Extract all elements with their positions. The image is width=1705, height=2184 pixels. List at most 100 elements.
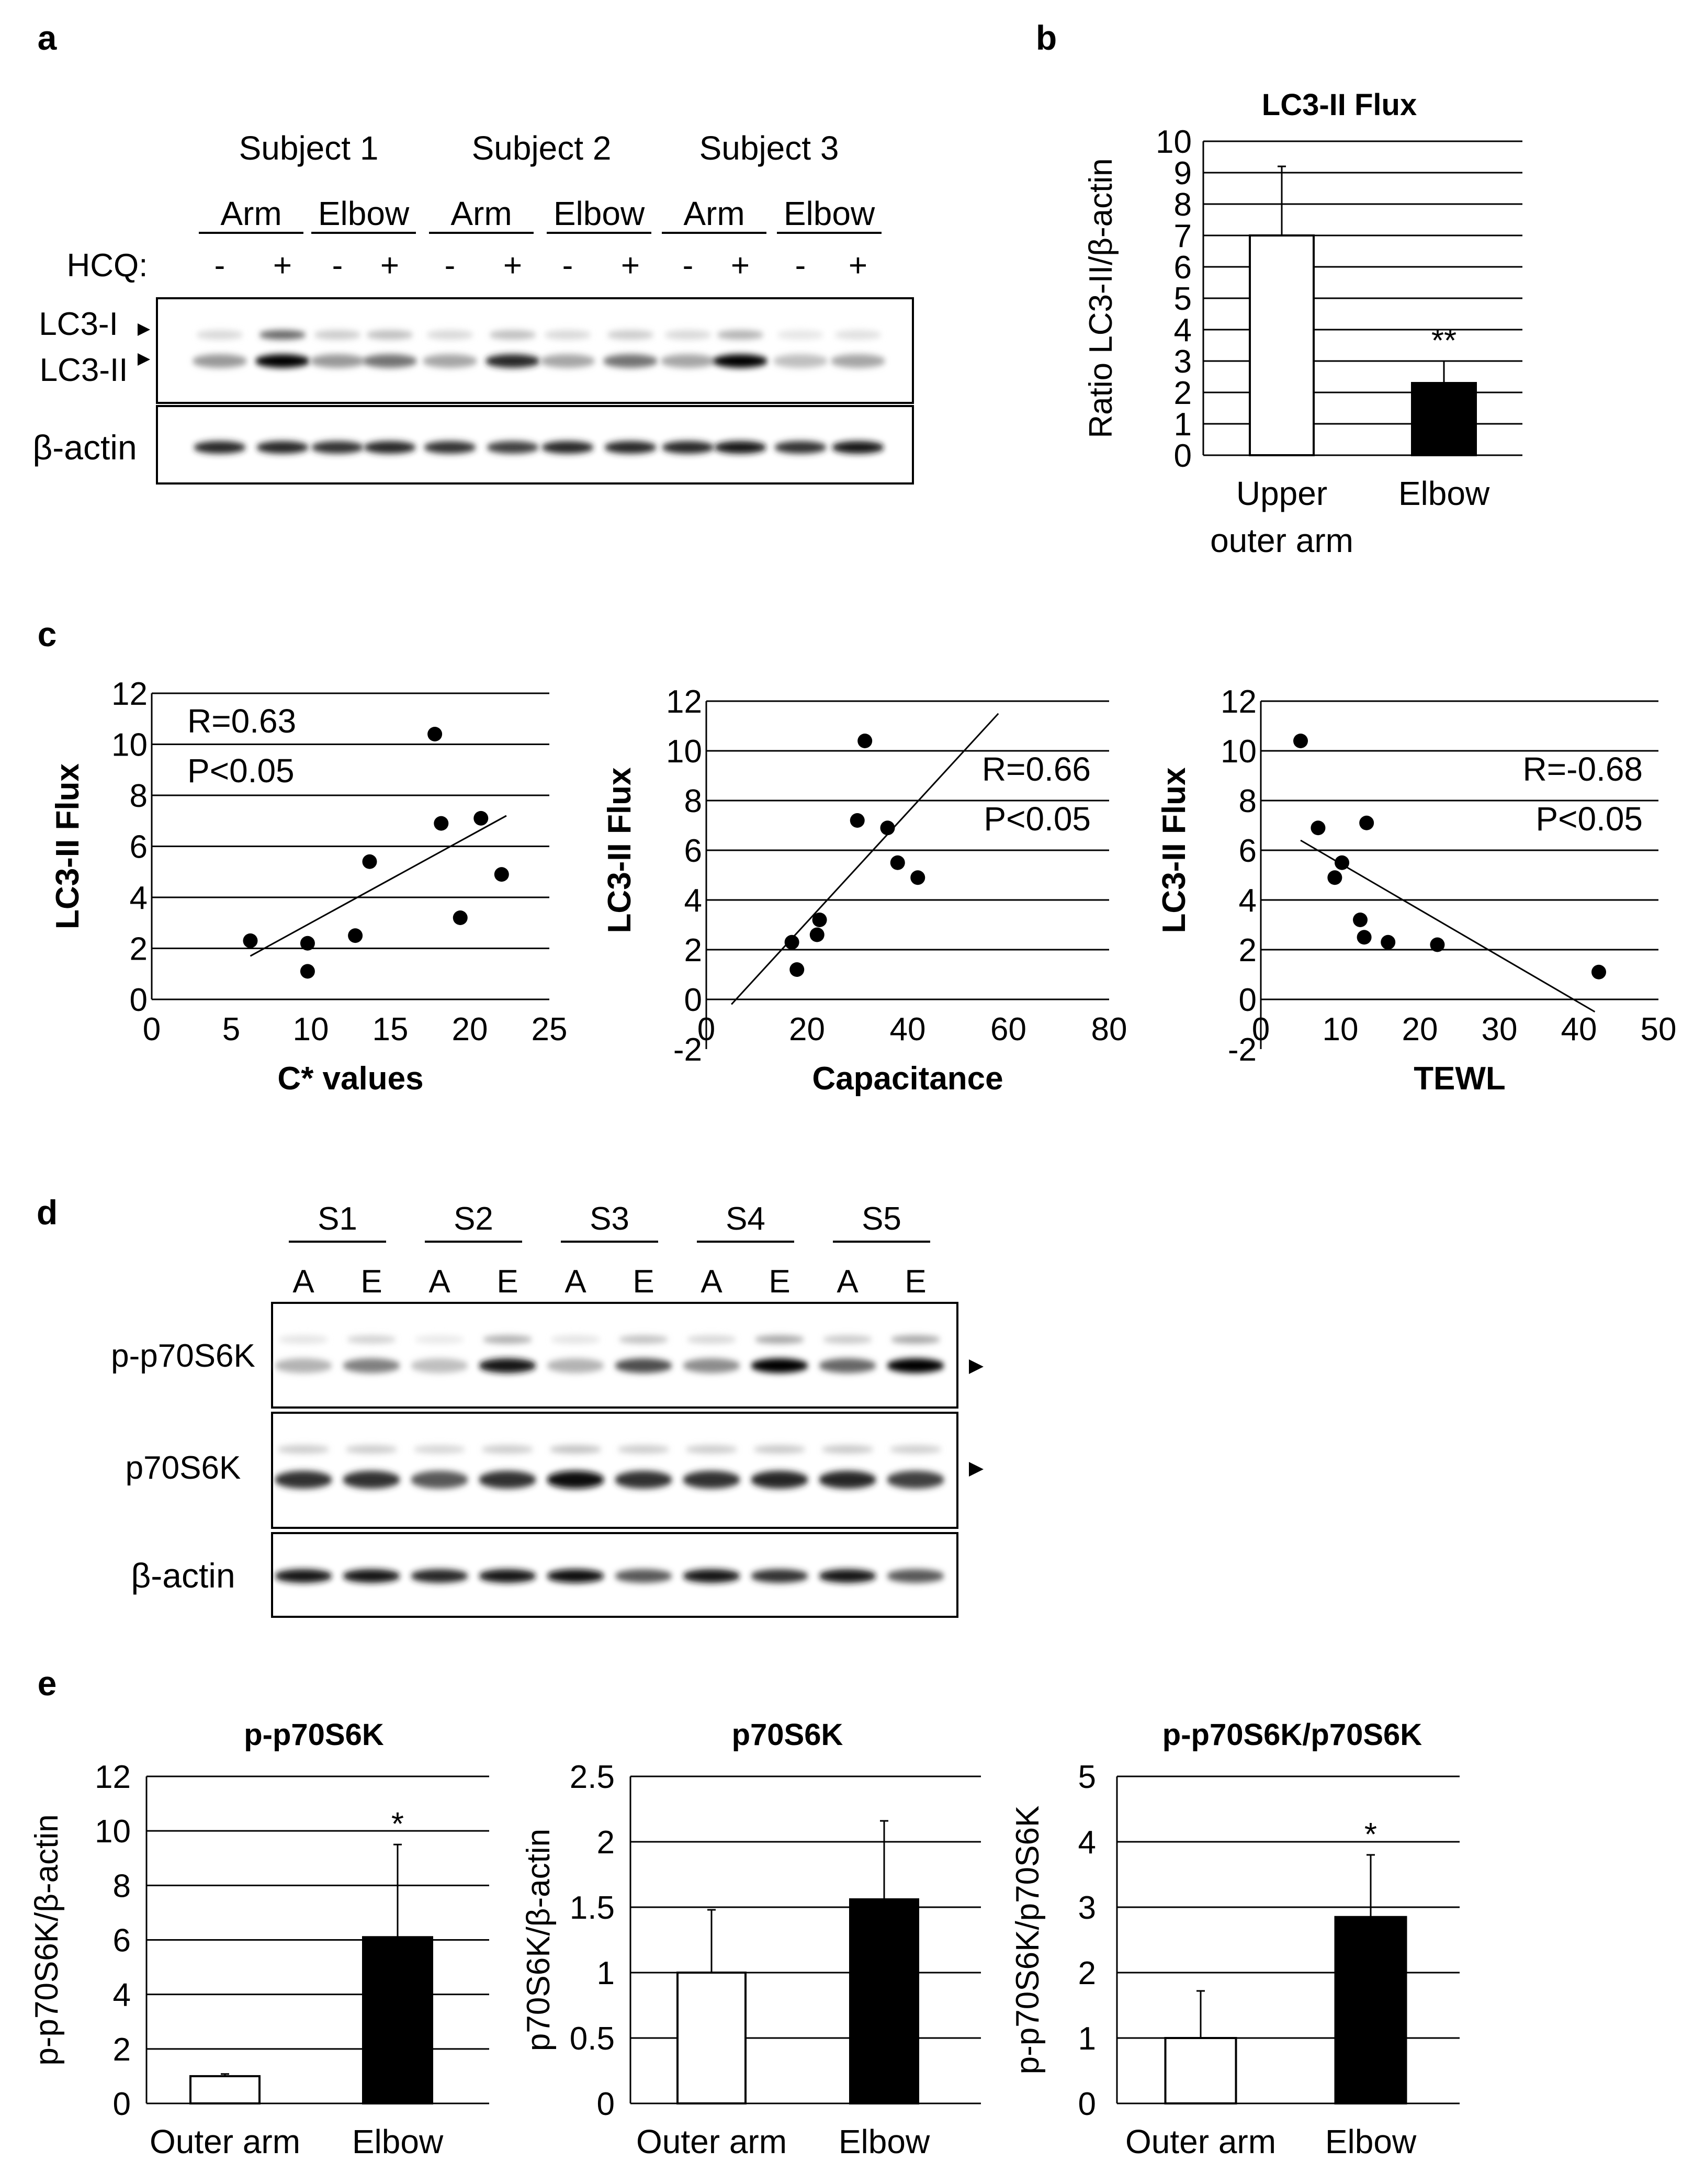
treatment-mark: + [731, 247, 750, 284]
data-point [243, 933, 258, 948]
y-tick-label: 12 [1221, 684, 1257, 720]
pp70-upper-band [550, 1335, 601, 1344]
pp70-band [615, 1358, 672, 1373]
pp70-band [411, 1358, 468, 1373]
y-tick-label: 8 [684, 783, 702, 819]
pp70-blot [271, 1302, 958, 1409]
lane-label: A [428, 1264, 450, 1300]
x-tick-label: 60 [990, 1011, 1026, 1048]
chart-title: p-p70S6K [244, 1718, 384, 1752]
p70-band [547, 1471, 604, 1489]
p70-upper-band [685, 1445, 738, 1454]
pp70-upper-band [346, 1335, 397, 1344]
x-tick-label: 15 [372, 1011, 409, 1048]
lane-label: A [837, 1264, 859, 1300]
site-label: Arm [220, 195, 281, 232]
x-category-label: Elbow [1325, 2123, 1417, 2160]
p70-band [411, 1471, 468, 1489]
lc3i-band [664, 330, 712, 340]
y-tick-label: 2.5 [570, 1759, 615, 1795]
data-point [857, 734, 873, 748]
y-tick-label: 5 [1078, 1759, 1096, 1795]
x-category-label: Elbow [839, 2123, 930, 2160]
p70-band [275, 1471, 332, 1489]
x-axis-label: C* values [277, 1061, 423, 1097]
y-tick-label: 9 [1174, 155, 1192, 192]
y-axis-label: LC3-II Flux [602, 767, 638, 933]
panel-label-c: c [38, 615, 57, 654]
actin-band [256, 441, 309, 454]
y-tick-label: 10 [1156, 124, 1192, 160]
x-category-label: Outer arm [636, 2123, 787, 2160]
lc3ii-band [192, 354, 247, 368]
lc3ii-band [830, 354, 886, 368]
y-axis-label: LC3-II Flux [50, 763, 86, 929]
site-label: Elbow [784, 195, 875, 232]
x-category-label: outer arm [1210, 522, 1353, 559]
subject-label: S5 [862, 1201, 901, 1237]
lc3ii-band [485, 354, 540, 368]
data-point [880, 820, 895, 836]
treatment-mark: + [503, 247, 522, 284]
actin-band [714, 441, 766, 454]
y-tick-label: 6 [1239, 833, 1257, 869]
x-tick-label: 20 [452, 1011, 488, 1048]
y-tick-label: 10 [95, 1814, 131, 1850]
p70-upper-band [413, 1445, 466, 1454]
x-tick-label: 0 [697, 1011, 715, 1048]
p70-band [343, 1471, 400, 1489]
data-point [910, 870, 925, 885]
lc3ii-band [713, 354, 768, 368]
lc3ii-band [362, 354, 417, 368]
treatment-mark: + [849, 247, 867, 284]
pp70-upper-band [890, 1335, 941, 1344]
lane-label: E [496, 1264, 518, 1300]
treatment-mark: + [380, 247, 399, 284]
x-category-label: Elbow [352, 2123, 444, 2160]
row-label-lc3i: LC3-I [39, 306, 118, 342]
p70-band [819, 1471, 876, 1489]
y-tick-label: 10 [666, 734, 702, 770]
data-point [1327, 870, 1342, 885]
pp70-band [887, 1358, 944, 1373]
bar [1411, 382, 1477, 456]
lc3ii-band [255, 354, 310, 368]
panel-label-b: b [1036, 18, 1057, 57]
actin-band [751, 1569, 808, 1583]
lane-label: A [564, 1264, 586, 1300]
chart-title: p70S6K [732, 1718, 843, 1752]
y-tick-label: 0 [684, 982, 702, 1018]
site-label: Elbow [318, 195, 410, 232]
pp70-upper-band [618, 1335, 669, 1344]
y-tick-label: 8 [130, 778, 148, 814]
bar [1334, 1916, 1407, 2104]
pp70-band [275, 1358, 332, 1373]
subject-label: S1 [318, 1201, 357, 1237]
x-tick-label: 50 [1641, 1011, 1677, 1048]
lc3i-band [314, 330, 361, 340]
row-label-lc3ii: LC3-II [40, 352, 128, 388]
lc3ii-arrow [138, 353, 150, 366]
pp70-arrow [969, 1359, 984, 1374]
pp70-band [819, 1358, 876, 1373]
p70-band [479, 1471, 536, 1489]
x-axis-label: Capacitance [812, 1061, 1003, 1097]
chart-e1: p-p70S6K 0 2 4 6 8 10 12 p-p70S6K/β-actin Outer a… [29, 1718, 489, 2160]
pp70-upper-band [686, 1335, 737, 1344]
data-point [812, 913, 827, 927]
treatment-mark: - [214, 247, 225, 284]
y-tick-label: 8 [1239, 783, 1257, 819]
lc3i-band [544, 330, 591, 340]
lane-label: E [769, 1264, 790, 1300]
y-tick-label: 8 [1174, 187, 1192, 223]
p70-upper-band [753, 1445, 806, 1454]
y-tick-label: 6 [684, 833, 702, 869]
y-tick-label: 12 [666, 684, 702, 720]
y-tick-label: 0 [1239, 982, 1257, 1018]
pp70-band [343, 1358, 400, 1373]
significance-mark: * [391, 1806, 404, 1842]
p70-upper-band [821, 1445, 874, 1454]
bar [849, 1898, 919, 2104]
lc3ii-band [422, 354, 478, 368]
